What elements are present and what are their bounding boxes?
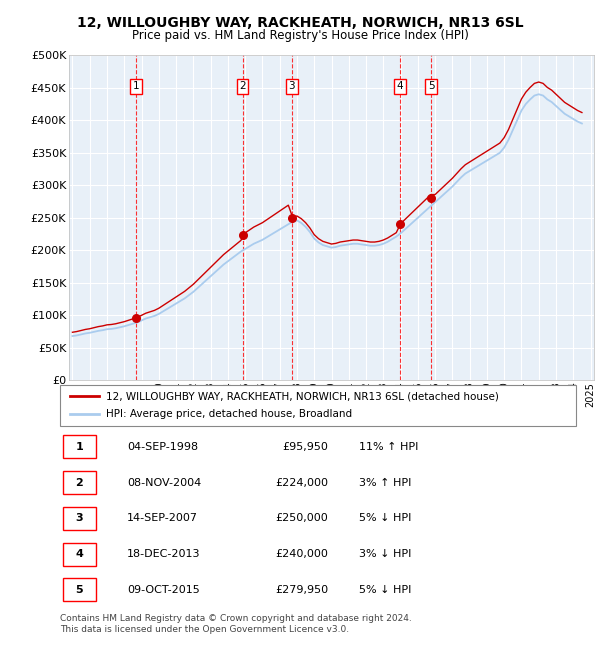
FancyBboxPatch shape	[62, 436, 96, 458]
Text: 08-NOV-2004: 08-NOV-2004	[127, 478, 202, 488]
Text: £224,000: £224,000	[275, 478, 328, 488]
Text: £250,000: £250,000	[275, 514, 328, 523]
Text: 12, WILLOUGHBY WAY, RACKHEATH, NORWICH, NR13 6SL (detached house): 12, WILLOUGHBY WAY, RACKHEATH, NORWICH, …	[106, 391, 499, 401]
Text: 14-SEP-2007: 14-SEP-2007	[127, 514, 198, 523]
FancyBboxPatch shape	[60, 385, 576, 426]
FancyBboxPatch shape	[62, 543, 96, 566]
Text: 1: 1	[76, 442, 83, 452]
Text: 3% ↑ HPI: 3% ↑ HPI	[359, 478, 412, 488]
Text: 5% ↓ HPI: 5% ↓ HPI	[359, 514, 412, 523]
Text: 09-OCT-2015: 09-OCT-2015	[127, 585, 200, 595]
FancyBboxPatch shape	[62, 471, 96, 494]
Text: Price paid vs. HM Land Registry's House Price Index (HPI): Price paid vs. HM Land Registry's House …	[131, 29, 469, 42]
Text: 2: 2	[76, 478, 83, 488]
Text: 5: 5	[76, 585, 83, 595]
Text: 3: 3	[289, 81, 295, 91]
Text: £279,950: £279,950	[275, 585, 328, 595]
Text: £95,950: £95,950	[283, 442, 328, 452]
Text: 1: 1	[133, 81, 139, 91]
Text: 12, WILLOUGHBY WAY, RACKHEATH, NORWICH, NR13 6SL: 12, WILLOUGHBY WAY, RACKHEATH, NORWICH, …	[77, 16, 523, 31]
Text: £240,000: £240,000	[275, 549, 328, 559]
Text: 4: 4	[397, 81, 403, 91]
Text: 3% ↓ HPI: 3% ↓ HPI	[359, 549, 412, 559]
Text: 3: 3	[76, 514, 83, 523]
Text: 4: 4	[76, 549, 83, 559]
Text: Contains HM Land Registry data © Crown copyright and database right 2024.
This d: Contains HM Land Registry data © Crown c…	[60, 614, 412, 634]
Text: 04-SEP-1998: 04-SEP-1998	[127, 442, 198, 452]
Text: 5: 5	[428, 81, 434, 91]
Text: 18-DEC-2013: 18-DEC-2013	[127, 549, 200, 559]
FancyBboxPatch shape	[62, 578, 96, 601]
Text: HPI: Average price, detached house, Broadland: HPI: Average price, detached house, Broa…	[106, 410, 353, 419]
FancyBboxPatch shape	[62, 507, 96, 530]
Text: 5% ↓ HPI: 5% ↓ HPI	[359, 585, 412, 595]
Text: 2: 2	[239, 81, 246, 91]
Text: 11% ↑ HPI: 11% ↑ HPI	[359, 442, 419, 452]
